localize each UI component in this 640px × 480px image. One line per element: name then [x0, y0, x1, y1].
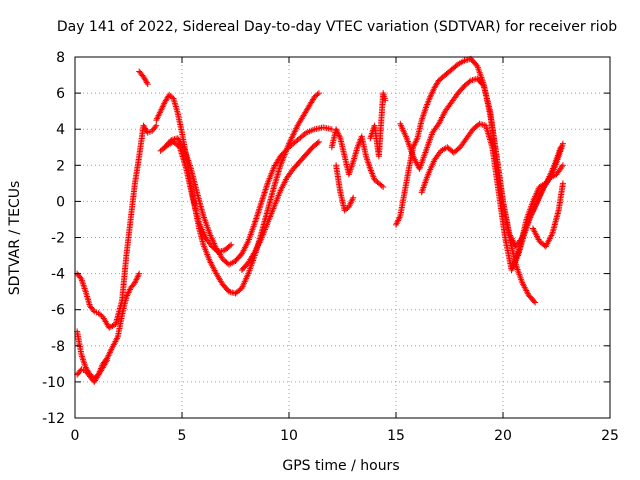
data-point: [531, 298, 538, 305]
data-point: [479, 81, 486, 88]
series-arc-11: [367, 90, 389, 160]
data-point: [301, 131, 308, 138]
series-arc-5: [153, 90, 322, 297]
data-point: [153, 122, 160, 129]
y-axis-label: SDTVAR / TECUs: [7, 181, 23, 296]
data-point: [380, 183, 387, 190]
data-point: [559, 180, 566, 187]
x-tick-label: 5: [178, 428, 187, 444]
data-point: [226, 242, 233, 249]
y-tick-label: -2: [51, 231, 65, 247]
grid-lines: [75, 57, 610, 418]
data-point: [382, 97, 389, 104]
x-tick-label: 25: [601, 428, 619, 444]
data-point: [315, 138, 322, 145]
y-tick-label: 0: [56, 194, 65, 210]
data-point: [315, 90, 322, 97]
data-point: [144, 81, 151, 88]
series-arc-9: [328, 126, 387, 190]
data-point: [228, 241, 235, 248]
data-point: [314, 139, 321, 146]
series-arc-10: [333, 162, 357, 214]
y-tick-label: -10: [42, 375, 65, 391]
series-arc-1: [74, 122, 160, 331]
y-tick-label: -12: [42, 411, 65, 427]
x-axis-label: GPS time / hours: [282, 458, 399, 474]
series-arc-13: [397, 75, 564, 250]
x-tick-label: 15: [387, 428, 405, 444]
series-arc-12: [393, 55, 539, 306]
data-point: [143, 79, 150, 86]
data-point: [103, 358, 110, 365]
y-tick-label: -4: [51, 267, 65, 283]
data-point: [90, 307, 97, 314]
series-arc-7: [161, 124, 335, 268]
data-point: [314, 91, 321, 98]
series-arc-15: [510, 140, 566, 268]
y-tick-label: -6: [51, 303, 65, 319]
y-tick-label: 2: [56, 158, 65, 174]
data-point: [136, 270, 143, 277]
data-point: [143, 128, 150, 135]
series-arc-14: [418, 120, 566, 273]
x-tick-label: 0: [71, 428, 80, 444]
chart-title: Day 141 of 2022, Sidereal Day-to-day VTE…: [57, 19, 617, 35]
data-point: [104, 357, 111, 364]
y-tick-label: 8: [56, 50, 65, 66]
x-tick-label: 10: [280, 428, 298, 444]
data-point: [559, 162, 566, 169]
data-point: [532, 299, 539, 306]
data-point: [350, 194, 357, 201]
series-arc-4: [136, 68, 151, 88]
y-tick-label: -8: [51, 339, 65, 355]
data-point: [378, 182, 385, 189]
data-point: [152, 123, 159, 130]
y-tick-label: 6: [56, 86, 65, 102]
data-point: [559, 140, 566, 147]
series-arc-3: [74, 357, 111, 385]
data-points: [74, 55, 566, 385]
axis-ticks: 0 5 10 15 20 25 -12 -10 -8 -6 -4 -2 0 2 4 6 8: [42, 50, 619, 444]
x-tick-label: 20: [494, 428, 512, 444]
series-arc-16: [529, 180, 566, 250]
y-tick-label: 4: [56, 122, 65, 138]
series-arc-8: [238, 138, 322, 273]
